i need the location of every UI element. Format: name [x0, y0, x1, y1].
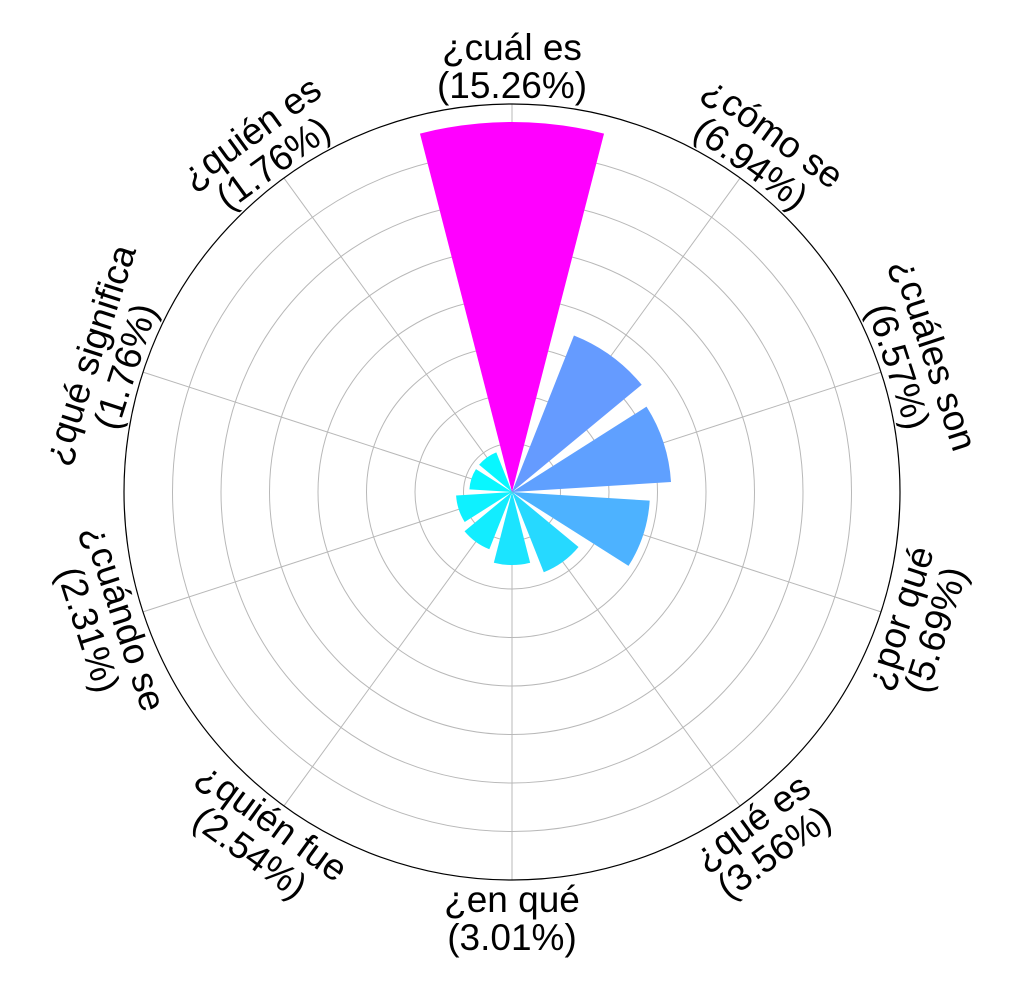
grid-spoke — [142, 371, 513, 493]
category-label-10: ¿quién es(1.76%) — [173, 68, 338, 218]
category-name: ¿en qué — [444, 879, 580, 920]
bar-3 — [512, 406, 672, 492]
bar-9 — [469, 469, 512, 492]
category-label-4: ¿por qué(5.69%) — [857, 541, 975, 697]
category-percent: (15.26%) — [437, 65, 587, 106]
grid-spoke — [142, 491, 513, 613]
grid-spoke — [283, 177, 513, 493]
category-label-1: ¿cuál es(15.26%) — [437, 27, 587, 106]
bar-6 — [493, 492, 531, 565]
category-name: ¿cuál es — [442, 27, 582, 68]
bar-10 — [479, 452, 512, 492]
category-percent: (3.01%) — [447, 917, 577, 958]
bar-5 — [512, 492, 579, 573]
category-label-7: ¿quién fue(2.54%) — [186, 754, 356, 907]
category-label-8: ¿cuándo se(2.31%) — [49, 520, 174, 717]
category-label-5: ¿qué es(3.56%) — [685, 766, 838, 907]
bar-8 — [456, 492, 512, 523]
bars — [419, 121, 672, 573]
category-label-3: ¿cuáles son(6.57%) — [859, 253, 985, 455]
bar-1 — [419, 121, 605, 492]
category-label-6: ¿en qué(3.01%) — [444, 879, 580, 958]
bar-4 — [512, 492, 650, 566]
polar-frame — [123, 103, 901, 881]
grid-spoke — [283, 491, 513, 807]
category-label-9: ¿qué significa(1.76%) — [34, 239, 164, 469]
category-label-2: ¿cómo se(6.94%) — [686, 68, 851, 218]
bar-7 — [464, 492, 512, 550]
bar-2 — [512, 335, 642, 492]
